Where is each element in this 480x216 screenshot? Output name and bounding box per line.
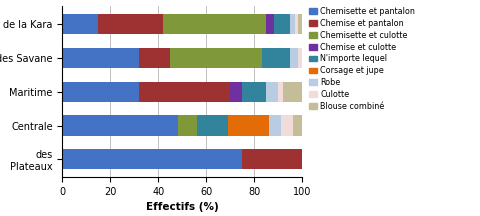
Bar [139, 48, 170, 68]
Bar [62, 82, 139, 102]
X-axis label: Effectifs (%): Effectifs (%) [146, 202, 219, 212]
Bar [266, 14, 274, 35]
Bar [269, 115, 281, 136]
Bar [278, 82, 283, 102]
Bar [62, 115, 178, 136]
Bar [293, 115, 302, 136]
Bar [178, 115, 197, 136]
Bar [283, 82, 302, 102]
Bar [62, 149, 242, 169]
Bar [228, 115, 269, 136]
Bar [163, 14, 266, 35]
Bar [197, 115, 228, 136]
Bar [281, 115, 293, 136]
Bar [266, 82, 278, 102]
Bar [230, 82, 242, 102]
Bar [274, 14, 290, 35]
Bar [242, 149, 302, 169]
Bar [98, 14, 163, 35]
Bar [139, 82, 230, 102]
Bar [62, 48, 139, 68]
Bar [290, 48, 298, 68]
Bar [170, 48, 262, 68]
Bar [298, 48, 302, 68]
Bar [298, 14, 302, 35]
Bar [295, 14, 298, 35]
Bar [242, 82, 266, 102]
Legend: Chemisette et pantalon, Chemise et pantalon, Chemisette et culotte, Chemise et c: Chemisette et pantalon, Chemise et panta… [309, 7, 415, 111]
Bar [62, 14, 98, 35]
Bar [262, 48, 290, 68]
Bar [290, 14, 295, 35]
